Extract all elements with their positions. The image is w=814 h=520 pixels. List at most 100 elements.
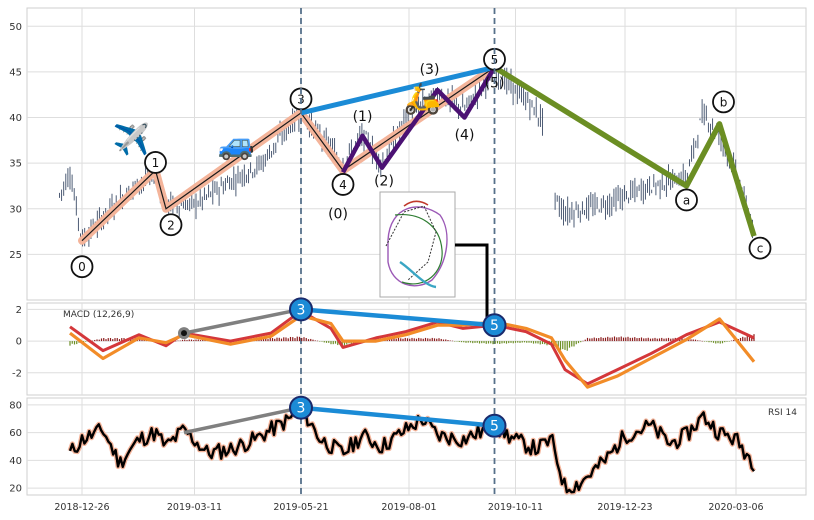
macd-hist-bar-15	[103, 338, 105, 342]
macd-badge-label-1: 5	[490, 318, 499, 334]
macd-guide-dot-inner	[181, 330, 187, 337]
macd-hist-bar-254	[640, 337, 643, 342]
macd-hist-bar-172	[456, 341, 458, 342]
wave-label-1: 1	[152, 156, 160, 170]
macd-hist-bar-290	[721, 341, 724, 344]
macd-hist-bar-262	[658, 338, 661, 342]
macd-hist-bar-119	[337, 341, 339, 346]
macd-hist-bar-164	[438, 338, 440, 342]
macd-hist-bar-186	[487, 341, 490, 344]
macd-hist-bar-298	[739, 337, 742, 342]
macd-hist-bar-194	[505, 341, 508, 344]
macd-hist-bar-51	[184, 339, 186, 342]
macd-hist-bar-222	[568, 341, 571, 348]
macd-hist-bar-267	[670, 338, 672, 342]
price-tick-label-0: 25	[9, 250, 22, 261]
macd-hist-bar-257	[647, 337, 649, 342]
sub-wave-label-2: (2)	[374, 174, 394, 190]
rsi-badge-label-0: 3	[297, 401, 306, 417]
macd-hist-bar-266	[667, 337, 670, 342]
wave-label-circle-2	[159, 213, 183, 237]
macd-hist-bar-147	[400, 338, 402, 342]
macd-hist-bar-192	[501, 341, 503, 344]
macd-hist-bar-54	[190, 339, 193, 342]
airplane-icon: ✈️	[113, 120, 150, 157]
macd-hist-bar-193	[503, 341, 505, 344]
wave-label-circle-4	[331, 173, 355, 196]
macd-hist-bar-92	[276, 337, 278, 342]
macd-hist-bar-123	[346, 341, 348, 345]
macd-hist-bar-95	[283, 337, 285, 342]
macd-hist-bar-122	[343, 341, 346, 346]
macd-hist-bar-102	[298, 336, 301, 342]
macd-guide-line	[183, 307, 302, 335]
macd-hist-bar-161	[431, 337, 433, 342]
price-tick-label-4: 45	[9, 67, 22, 78]
macd-hist-bar-56	[195, 339, 197, 342]
macd-hist-bar-31	[139, 339, 141, 342]
macd-hist-bar-163	[436, 338, 438, 342]
inset-dashes	[385, 205, 437, 281]
macd-hist-bar-20	[114, 338, 116, 342]
scooter-icon: 🛵	[404, 81, 441, 116]
macd-hist-bar-111	[319, 341, 321, 342]
macd-hist-bar-276	[690, 339, 692, 342]
rsi-guide-line	[183, 405, 302, 435]
macd-hist-bar-89	[269, 338, 271, 342]
macd-hist-bar-152	[411, 337, 413, 342]
macd-hist-bar-105	[305, 338, 307, 342]
macd-hist-bar-289	[719, 341, 721, 344]
macd-hist-bar-255	[643, 338, 645, 342]
macd-hist-bar-272	[681, 337, 683, 342]
macd-hist-bar-185	[485, 341, 487, 344]
macd-hist-bar-281	[701, 340, 703, 342]
macd-hist-bar-294	[730, 340, 733, 342]
macd-hist-bar-50	[181, 339, 184, 342]
sub-wave-label-1: (1)	[353, 109, 373, 125]
macd-hist-bar-217	[557, 341, 559, 348]
macd-tick-label-1: 0	[16, 337, 22, 348]
price-tick-label-5: 50	[9, 22, 22, 33]
inset-red	[403, 200, 429, 207]
macd-hist-bar-7	[85, 341, 87, 342]
macd-hist-bar-287	[715, 341, 717, 344]
macd-hist-bar-279	[697, 340, 699, 342]
macd-hist-bar-18	[109, 338, 112, 342]
macd-hist-bar-151	[409, 338, 411, 342]
macd-hist-bar-223	[571, 341, 573, 347]
macd-hist-bar-291	[724, 341, 726, 343]
macd-hist-bar-88	[267, 339, 269, 342]
macd-hist-bar-238	[604, 337, 607, 342]
macd-hist-bar-13	[98, 339, 100, 342]
macd-badge-label-0: 3	[297, 302, 306, 318]
inset-cyan	[399, 261, 437, 289]
macd-hist-bar-182	[478, 341, 481, 344]
macd-hist-bar-58	[199, 340, 202, 342]
macd-hist-bar-256	[645, 338, 647, 342]
macd-hist-bar-190	[496, 341, 499, 344]
macd-hist-bar-142	[388, 338, 391, 342]
macd-hist-bar-47	[175, 340, 177, 342]
inset-loop-purple	[387, 206, 448, 287]
macd-hist-bar-260	[654, 337, 656, 342]
macd-hist-bar-263	[661, 337, 663, 342]
macd-hist-bar-0	[69, 341, 71, 346]
macd-hist-bar-261	[656, 338, 658, 342]
macd-hist-bar-162	[433, 338, 436, 342]
macd-hist-bar-93	[278, 337, 280, 342]
macd-hist-bar-197	[512, 341, 514, 344]
macd-hist-bar-225	[575, 341, 577, 345]
macd-hist-bar-253	[638, 337, 640, 342]
rsi-tick-label-3: 80	[9, 400, 22, 411]
macd-hist-bar-17	[107, 338, 109, 342]
macd-hist-bar-57	[197, 339, 199, 342]
x-tick-label-2: 2019-05-21	[273, 502, 328, 513]
macd-hist-bar-145	[395, 338, 397, 342]
macd-hist-bar-103	[301, 337, 303, 342]
wave-label-0: 0	[78, 260, 86, 274]
macd-hist-bar-195	[508, 341, 510, 344]
macd-hist-bar-229	[584, 339, 586, 342]
macd-hist-bar-187	[490, 341, 492, 344]
rsi-legend-label: RSI 14	[768, 408, 797, 418]
macd-hist-bar-90	[271, 338, 274, 342]
